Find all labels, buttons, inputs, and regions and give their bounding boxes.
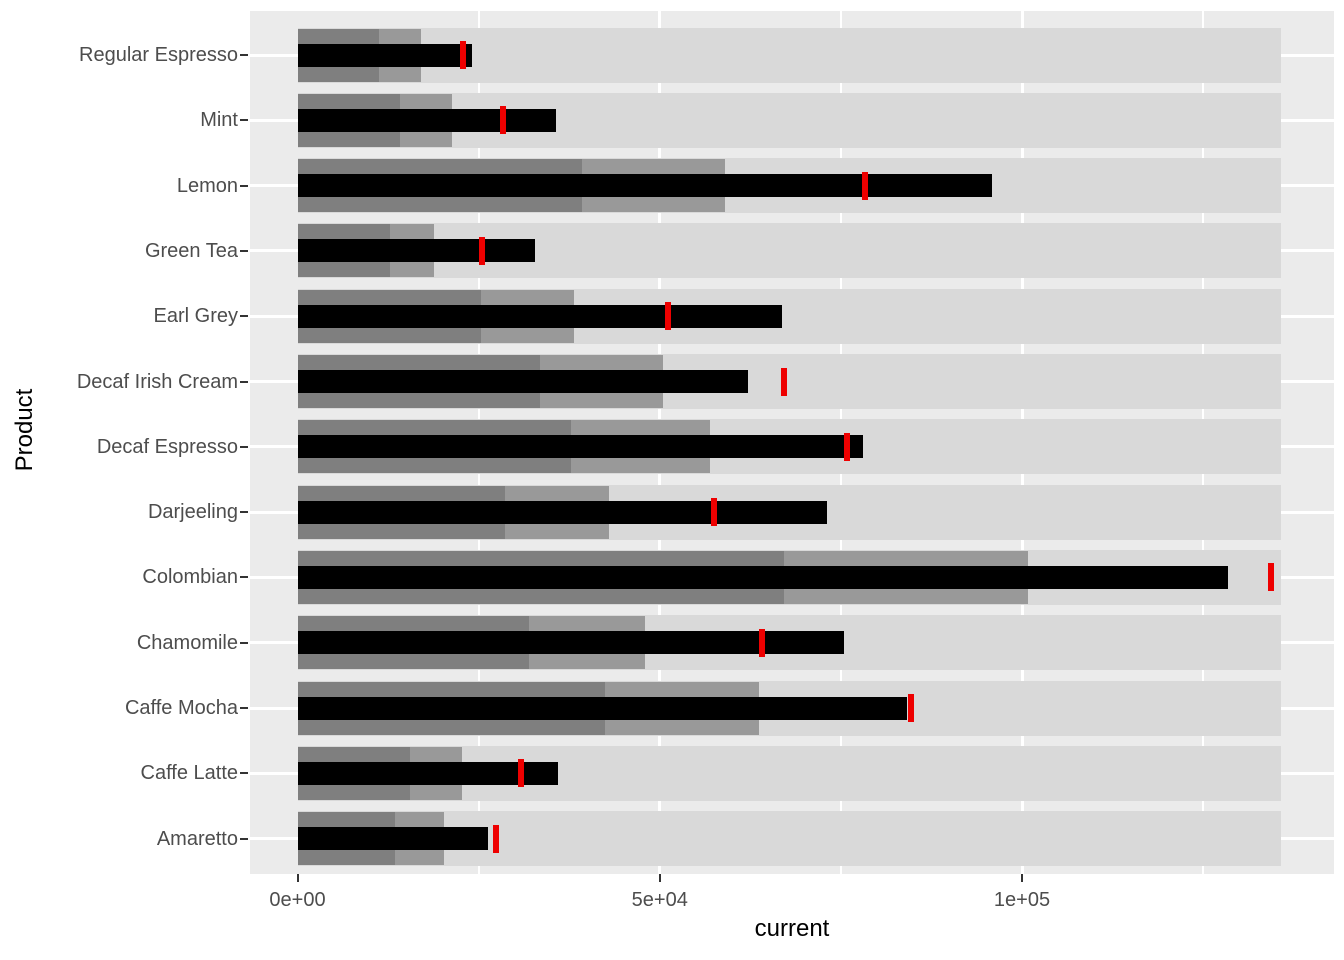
x-axis-tick-mark xyxy=(296,874,299,882)
y-axis-tick-mark xyxy=(240,184,248,187)
y-tick-label: Chamomile xyxy=(136,631,238,654)
y-axis-tick-mark xyxy=(240,641,248,644)
target-tick xyxy=(861,171,868,200)
measure-bar xyxy=(297,761,558,785)
measure-bar xyxy=(297,565,1228,589)
x-axis-tick-mark xyxy=(1021,874,1023,882)
y-axis-tick-mark xyxy=(240,837,248,840)
measure-bar xyxy=(297,304,783,328)
y-axis-tick-mark xyxy=(240,380,248,383)
target-tick xyxy=(758,628,765,657)
x-tick-label: 0e+00 xyxy=(269,889,326,911)
y-tick-label: Darjeeling xyxy=(147,501,238,524)
measure-bar xyxy=(297,108,557,132)
target-tick xyxy=(781,367,788,396)
y-tick-label: Lemon xyxy=(176,174,238,197)
measure-bar xyxy=(297,370,749,393)
target-tick xyxy=(478,236,485,265)
plot-panel xyxy=(250,11,1334,874)
y-tick-label: Regular Espresso xyxy=(79,44,238,66)
x-tick-label: 1e+05 xyxy=(993,889,1051,911)
y-tick-label: Caffe Latte xyxy=(140,762,238,785)
y-tick-label: Decaf Espresso xyxy=(96,435,238,458)
y-axis-tick-mark xyxy=(240,315,248,318)
measure-bar xyxy=(297,631,845,655)
target-tick xyxy=(500,106,507,135)
y-axis-tick-mark xyxy=(240,445,248,448)
measure-bar xyxy=(297,239,536,263)
y-tick-label: Colombian xyxy=(142,566,238,589)
measure-bar xyxy=(297,827,489,851)
y-axis-tick-mark xyxy=(240,772,248,775)
y-axis-tick-mark xyxy=(240,119,248,122)
x-axis-title: current xyxy=(754,915,830,942)
target-tick xyxy=(517,759,524,788)
y-tick-label: Amaretto xyxy=(156,827,238,850)
target-tick xyxy=(711,498,718,527)
target-tick xyxy=(908,694,915,722)
measure-bar xyxy=(297,696,907,720)
y-axis-tick-mark xyxy=(240,249,248,252)
y-axis-tick-mark xyxy=(240,511,248,514)
x-axis-tick-mark xyxy=(658,874,661,882)
target-tick xyxy=(459,41,466,69)
measure-bar xyxy=(297,500,828,524)
y-axis-tick-mark xyxy=(240,576,248,579)
y-axis-tick-mark xyxy=(240,707,248,709)
target-tick xyxy=(1268,563,1275,592)
measure-bar xyxy=(297,174,992,198)
target-tick xyxy=(493,824,499,853)
y-axis-tick-mark xyxy=(240,54,248,56)
y-tick-label: Earl Grey xyxy=(153,305,238,328)
y-tick-label: Mint xyxy=(200,109,238,132)
measure-bar xyxy=(297,435,864,459)
y-tick-label: Caffe Mocha xyxy=(124,697,238,719)
y-tick-label: Green Tea xyxy=(144,239,238,262)
y-tick-label: Decaf Irish Cream xyxy=(76,370,238,393)
target-tick xyxy=(844,432,851,461)
target-tick xyxy=(664,302,671,331)
measure-bar xyxy=(297,43,473,67)
x-tick-label: 5e+04 xyxy=(631,889,688,911)
